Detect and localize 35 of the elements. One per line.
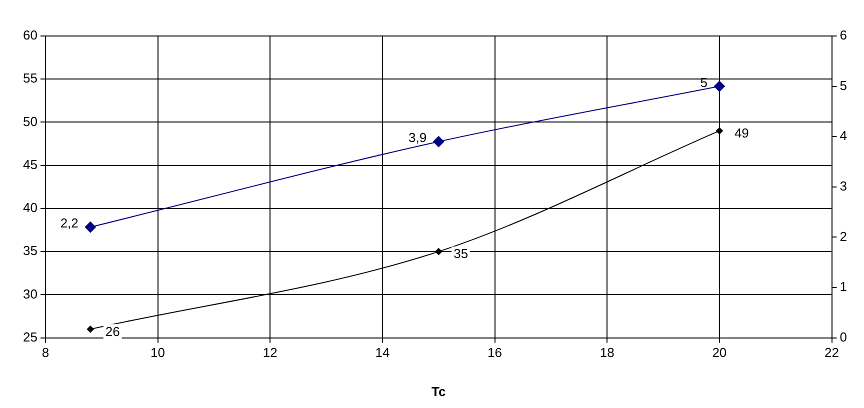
x-tick-label: 12 bbox=[262, 345, 278, 360]
point bbox=[716, 127, 723, 134]
y-tick-label: 45 bbox=[22, 156, 38, 172]
point bbox=[435, 248, 442, 256]
point bbox=[86, 326, 94, 333]
data-label: 2,2 bbox=[60, 216, 78, 231]
y2-tick-label: 0 bbox=[840, 329, 848, 344]
point bbox=[714, 80, 725, 92]
data-label: 35 bbox=[454, 246, 468, 262]
y2-tick-label: 1 bbox=[840, 279, 848, 294]
data-label: 26 bbox=[105, 324, 120, 339]
data-label: 49 bbox=[734, 125, 749, 140]
y-tick-label: 30 bbox=[22, 286, 38, 302]
x-tick-label: 10 bbox=[150, 345, 166, 360]
x-tick-label: 8 bbox=[42, 345, 50, 360]
y-tick-label: 50 bbox=[22, 114, 38, 129]
x-tick-label: 16 bbox=[488, 345, 502, 360]
y-tick-label: 35 bbox=[22, 243, 38, 258]
y-tick-label: 60 bbox=[22, 28, 38, 43]
y-tick-label: 25 bbox=[22, 329, 38, 344]
x-tick-label: 18 bbox=[600, 345, 614, 360]
y2-tick-label: 3 bbox=[840, 178, 848, 194]
x-tick-label: 20 bbox=[712, 345, 727, 360]
point bbox=[433, 136, 444, 148]
point bbox=[84, 222, 96, 233]
y2-tick-label: 6 bbox=[840, 28, 848, 43]
data-label: 3,9 bbox=[408, 130, 427, 146]
x-tick-label: 14 bbox=[375, 345, 390, 360]
y-tick-label: 55 bbox=[22, 70, 38, 86]
x-axis-title: Tc bbox=[432, 384, 446, 399]
y2-tick-label: 4 bbox=[840, 128, 848, 144]
y2-tick-label: 5 bbox=[840, 78, 848, 93]
y-tick-label: 40 bbox=[22, 200, 38, 216]
x-tick-label: 22 bbox=[824, 345, 840, 360]
y2-tick-label: 2 bbox=[840, 228, 848, 244]
